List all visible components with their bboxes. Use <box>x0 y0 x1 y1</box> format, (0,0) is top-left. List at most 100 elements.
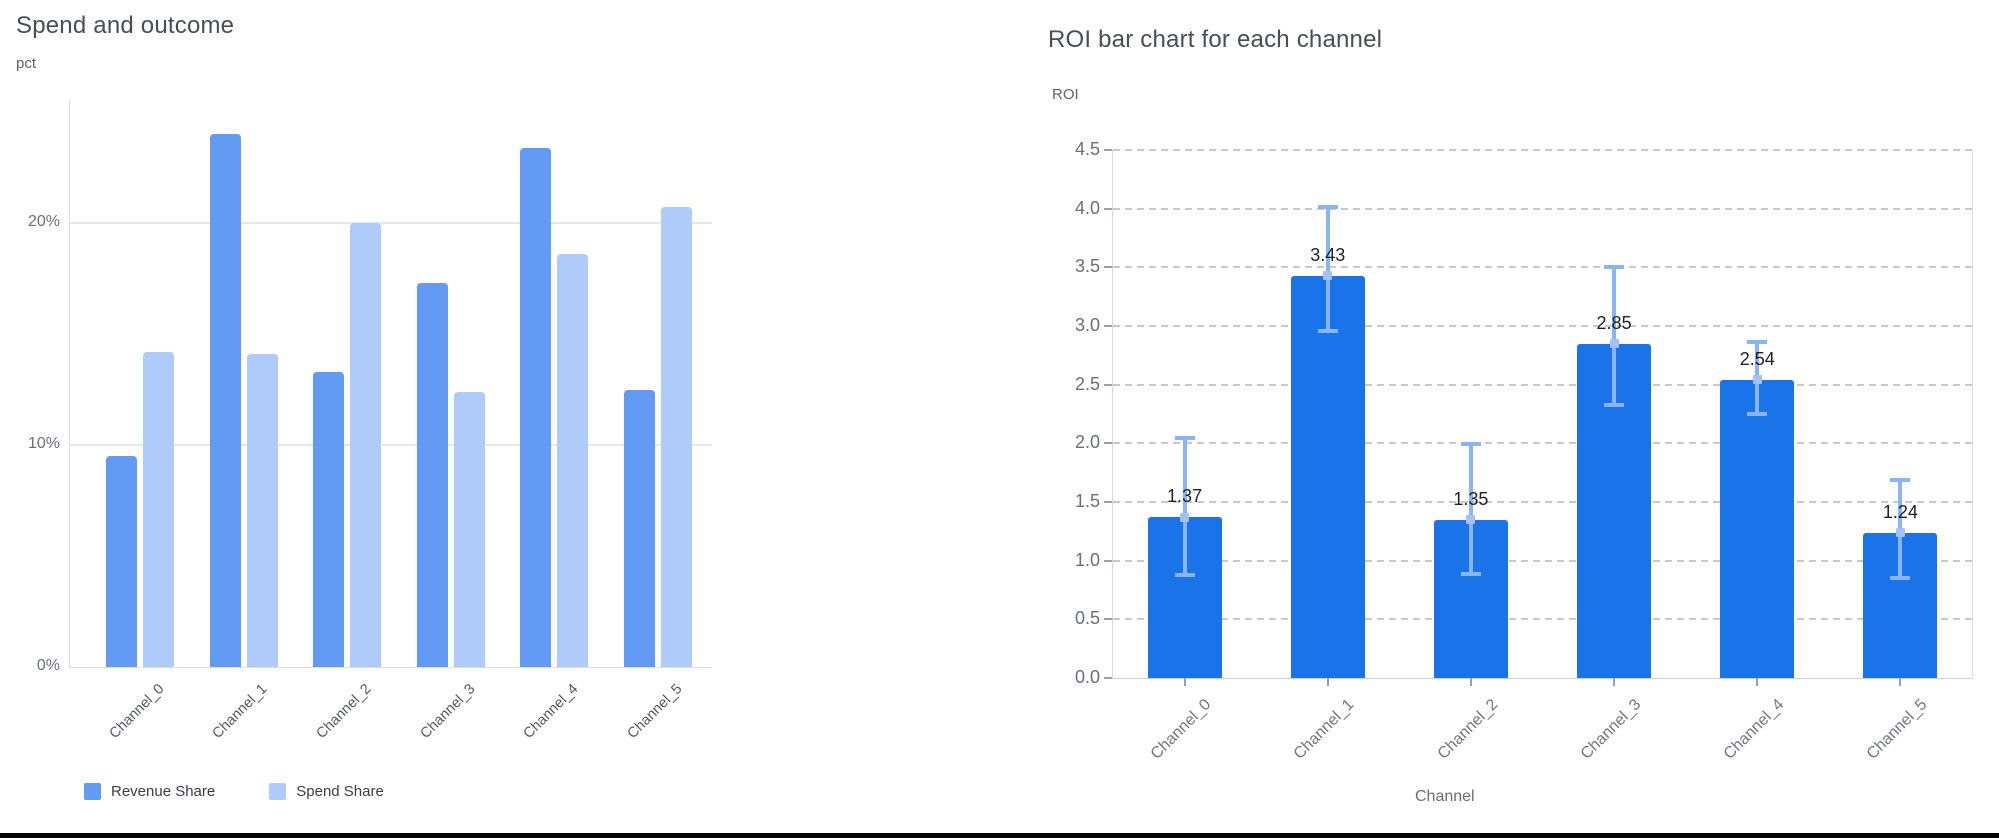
error-bar-cap-bottom <box>1317 328 1338 333</box>
bar-spend-share[interactable] <box>557 254 589 667</box>
data-label: 1.35 <box>1453 488 1489 509</box>
bar-revenue-share[interactable] <box>416 282 448 667</box>
error-bar <box>1612 266 1617 406</box>
y-tick-mark <box>1104 266 1112 269</box>
y-tick-label: 4.0 <box>1074 197 1100 218</box>
error-bar-cap-bottom <box>1460 571 1481 576</box>
legend-swatch-spend-share <box>269 783 287 800</box>
y-tick-mark <box>1104 325 1112 327</box>
x-tick-label: Channel_5 <box>624 681 686 742</box>
mean-marker <box>1752 375 1762 385</box>
bar-revenue-share[interactable] <box>520 147 552 667</box>
gridline <box>1113 442 1972 445</box>
y-tick-label: 1.5 <box>1074 491 1100 511</box>
legend-label: Spend Share <box>296 783 384 800</box>
roi-chart: ROI bar chart for each channel ROI 1.37 C… <box>1020 0 1999 838</box>
legend-swatch-revenue-share <box>84 783 101 800</box>
mean-marker <box>1466 515 1476 525</box>
bar-revenue-share[interactable] <box>313 371 345 667</box>
chart-title: ROI bar chart for each channel <box>1048 26 1383 53</box>
y-tick-mark <box>1104 442 1112 445</box>
x-tick-label: Channel_4 <box>520 681 582 742</box>
y-tick-mark <box>1104 501 1112 503</box>
error-bar-cap-top <box>1174 436 1195 441</box>
bar-revenue-share[interactable] <box>209 134 241 667</box>
bar-spend-share[interactable] <box>453 391 485 667</box>
window-bottom-edge <box>0 833 1999 838</box>
data-label: 1.37 <box>1167 486 1203 507</box>
mean-marker <box>1323 271 1333 281</box>
gridline <box>1113 559 1972 562</box>
bar-revenue-share[interactable] <box>624 389 655 667</box>
spend-outcome-chart: Spend and outcome pct Channel_0 Channel_1… <box>16 12 712 800</box>
gridline <box>70 222 712 224</box>
bar-spend-share[interactable] <box>143 351 174 667</box>
y-axis-unit-label: pct <box>16 55 37 72</box>
error-bar-cap-bottom <box>1890 576 1911 581</box>
data-label: 2.54 <box>1739 348 1775 369</box>
x-tick-label: Channel_5 <box>1863 696 1931 763</box>
roi-bar[interactable] <box>1290 275 1365 678</box>
y-tick-mark <box>1104 383 1112 386</box>
legend-label: Revenue Share <box>111 783 216 800</box>
x-tick-mark <box>1469 678 1472 686</box>
error-bar-cap-top <box>1747 340 1768 345</box>
roi-bar[interactable] <box>1720 379 1795 678</box>
x-tick-label: Channel_2 <box>1434 696 1501 763</box>
y-tick-mark <box>1104 149 1112 151</box>
data-label: 3.43 <box>1310 244 1346 265</box>
x-tick-mark <box>1326 678 1329 686</box>
x-tick-mark <box>1756 678 1759 686</box>
error-bar-cap-top <box>1604 265 1625 270</box>
y-tick-mark <box>1104 207 1112 210</box>
x-axis-title: Channel <box>1415 788 1475 805</box>
gridline <box>1113 383 1972 386</box>
bar-revenue-share[interactable] <box>106 456 137 667</box>
y-tick-label: 0.0 <box>1074 667 1100 687</box>
gridline <box>1113 266 1972 269</box>
mean-marker <box>1180 512 1190 522</box>
error-bar-cap-top <box>1460 442 1481 447</box>
error-bar <box>1182 437 1187 576</box>
x-tick-label: Channel_1 <box>210 681 271 742</box>
y-tick-label: 0% <box>36 657 60 674</box>
error-bar-cap-top <box>1890 477 1911 482</box>
y-tick-mark <box>1104 559 1112 562</box>
y-tick-label: 1.0 <box>1074 549 1100 570</box>
bar-spend-share[interactable] <box>246 353 278 667</box>
error-bar-cap-top <box>1317 205 1338 210</box>
y-tick-label: 20% <box>27 213 60 230</box>
x-tick-label: Channel_4 <box>1720 696 1788 763</box>
y-tick-label: 3.0 <box>1074 315 1100 335</box>
y-tick-label: 4.5 <box>1074 139 1100 159</box>
x-tick-mark <box>1613 678 1616 686</box>
error-bar-cap-bottom <box>1604 402 1625 407</box>
y-tick-label: 0.5 <box>1074 608 1100 629</box>
error-bar-cap-bottom <box>1174 572 1195 577</box>
x-tick-mark <box>1899 678 1902 686</box>
y-tick-label: 10% <box>27 435 60 452</box>
x-tick-label: Channel_3 <box>417 681 479 742</box>
y-tick-mark <box>1104 618 1112 621</box>
bar-spend-share[interactable] <box>350 223 382 667</box>
error-bar-cap-bottom <box>1747 412 1768 417</box>
gridline <box>1113 325 1972 327</box>
x-tick-label: Channel_3 <box>1577 696 1645 763</box>
y-tick-label: 3.5 <box>1074 256 1100 277</box>
y-axis-unit-label: ROI <box>1052 86 1079 103</box>
chart-title: Spend and outcome <box>16 12 235 39</box>
legend-item-revenue-share[interactable]: Revenue Share <box>84 783 215 800</box>
data-label: 2.85 <box>1596 312 1632 333</box>
gridline <box>70 444 712 446</box>
x-tick-label: Channel_0 <box>106 681 168 742</box>
gridline <box>1113 207 1972 210</box>
mean-marker <box>1609 339 1619 349</box>
error-bar <box>1468 443 1473 575</box>
mean-marker <box>1895 528 1905 537</box>
bar-spend-share[interactable] <box>661 207 692 667</box>
x-tick-mark <box>1183 678 1186 686</box>
error-bar <box>1325 206 1330 332</box>
legend-item-spend-share[interactable]: Spend Share <box>269 783 384 800</box>
data-label: 1.24 <box>1882 501 1918 522</box>
gridline <box>1113 501 1972 503</box>
